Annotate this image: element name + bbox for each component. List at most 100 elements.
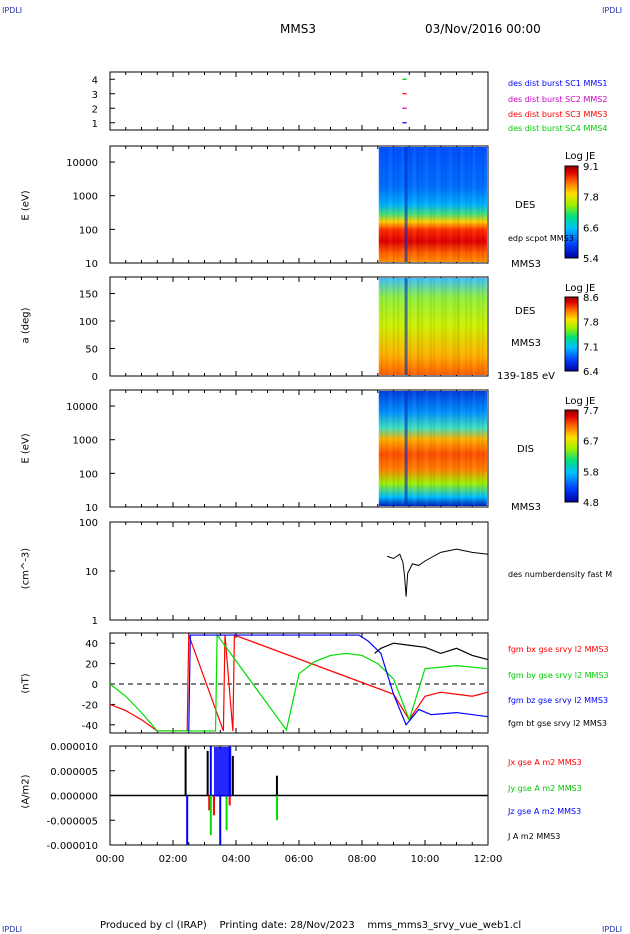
legend-by: fgm by gse srvy l2 MMS3 — [508, 671, 609, 680]
burst-ytick-label: 1 — [92, 119, 98, 130]
corner-label-bottom-left: IPDLI — [2, 925, 23, 934]
x-tick-label: 06:00 — [285, 854, 314, 865]
colorbar-2 — [564, 296, 579, 372]
magnetic-series-1 — [109, 633, 489, 732]
colorbar-title-des-energy: Log JE — [565, 151, 596, 162]
spectrogram-ytick-label: 0 — [92, 372, 98, 383]
spectrogram-3 — [378, 391, 487, 506]
colorbar-tick-label: 7.8 — [583, 318, 599, 329]
spectrogram-ytick-label: 150 — [79, 290, 98, 301]
magnetic-series-3 — [374, 642, 489, 661]
corner-label-bottom-right: IPDLI — [602, 925, 623, 934]
panel-frame-4 — [109, 521, 489, 621]
legend-jx: Jx gse A m2 MMS3 — [508, 758, 582, 767]
x-tick-label: 00:00 — [96, 854, 125, 865]
burst-ytick-label: 3 — [92, 90, 98, 101]
spectrogram-ytick-label: 50 — [85, 345, 98, 356]
legend-jy: Jy gse A m2 MMS3 — [508, 784, 582, 793]
magnetic-series-2 — [188, 634, 489, 731]
magnetic-ytick-label: -40 — [82, 721, 98, 732]
x-tick-label: 10:00 — [411, 854, 440, 865]
current-ytick-label: -0.000005 — [47, 816, 98, 827]
des-pitch-ylabel: a (deg) — [20, 307, 32, 344]
spectrogram-ytick-label: 100 — [79, 469, 98, 480]
x-tick-label: 04:00 — [222, 854, 251, 865]
spectrogram-1 — [378, 147, 487, 262]
spectrogram-ytick-label: 10 — [85, 259, 98, 270]
colorbar-tick-label: 7.8 — [583, 193, 599, 204]
legend-bz: fgm bz gse srvy l2 MMS3 — [508, 696, 609, 705]
colorbar-tick-label: 4.8 — [583, 498, 599, 509]
x-tick-label: 08:00 — [348, 854, 377, 865]
des-energy-ylabel: E (eV) — [20, 190, 32, 221]
density-legend: des numberdensity fast M — [508, 570, 613, 579]
spectrogram-ytick-label: 100 — [79, 317, 98, 328]
des-pitch-side-sub: MMS3 — [511, 338, 541, 349]
density-ytick-label: 1 — [92, 616, 98, 627]
spacecraft-title: MMS3 — [280, 22, 316, 36]
colorbar-tick-label: 6.7 — [583, 437, 599, 448]
legend-burst-mms3: des dist burst SC3 MMS3 — [508, 110, 608, 119]
spectrogram-ytick-label: 1000 — [73, 436, 98, 447]
burst-ytick-label: 2 — [92, 104, 98, 115]
colorbar-title-des-pitch: Log JE — [565, 283, 596, 294]
legend-bt: fgm bt gse srvy l2 MMS3 — [508, 719, 607, 728]
spectrogram-ytick-label: 10000 — [66, 402, 98, 413]
des-pitch-side-label: DES — [515, 306, 536, 317]
colorbar-tick-label: 8.6 — [583, 293, 599, 304]
colorbar-tick-label: 9.1 — [583, 162, 599, 173]
current-ytick-label: 0.000000 — [50, 792, 98, 803]
dis-energy-side-label: DIS — [517, 444, 534, 455]
date-title: 03/Nov/2016 00:00 — [425, 22, 541, 36]
des-energy-side-label: DES — [515, 200, 536, 211]
des-pitch-side-bottom: 139-185 eV — [497, 371, 555, 382]
x-tick-label: 02:00 — [159, 854, 188, 865]
magnetic-ylabel: (nT) — [20, 673, 32, 694]
colorbar-tick-label: 5.8 — [583, 467, 599, 478]
magnetic-series-0 — [109, 634, 489, 732]
spectrogram-ytick-label: 1000 — [73, 192, 98, 203]
magnetic-ytick-label: 0 — [92, 680, 98, 691]
corner-label-top-left: IPDLI — [2, 6, 23, 15]
legend-burst-mms4: des dist burst SC4 MMS4 — [508, 124, 608, 133]
colorbar-title-dis-energy: Log JE — [565, 396, 596, 407]
current-ytick-label: 0.000010 — [50, 742, 98, 753]
legend-jz: Jz gse A m2 MMS3 — [508, 807, 582, 816]
legend-burst-mms1: des dist burst SC1 MMS1 — [508, 79, 608, 88]
colorbar-tick-label: 5.4 — [583, 254, 599, 265]
density-line — [387, 548, 489, 597]
colorbar-3 — [564, 409, 579, 503]
magnetic-ytick-label: -20 — [82, 700, 98, 711]
panel-frame-0 — [109, 71, 489, 131]
colorbar-1 — [564, 165, 579, 259]
spectrogram-ytick-label: 10 — [85, 503, 98, 514]
colorbar-tick-label: 7.7 — [583, 406, 599, 417]
magnetic-ytick-label: 20 — [85, 660, 98, 671]
colorbar-tick-label: 7.1 — [583, 342, 599, 353]
current-ylabel: (A/m2) — [20, 774, 32, 809]
legend-burst-mms2: des dist burst SC2 MMS2 — [508, 95, 608, 104]
density-ytick-label: 100 — [79, 518, 98, 529]
legend-bx: fgm bx gse srvy l2 MMS3 — [508, 645, 609, 654]
des-energy-side-sub: edp scpot MMS3 — [508, 234, 574, 243]
density-ylabel: (cm^-3) — [20, 547, 32, 590]
des-energy-side-bottom: MMS3 — [511, 259, 541, 270]
footer-text: Produced by cl (IRAP) Printing date: 28/… — [100, 920, 522, 931]
current-ytick-label: -0.000010 — [47, 841, 98, 852]
panel-frame-5 — [109, 632, 489, 734]
spectrogram-2 — [378, 278, 487, 375]
colorbar-tick-label: 6.4 — [583, 367, 599, 378]
current-ytick-label: 0.000005 — [50, 767, 98, 778]
current-dense-block — [213, 747, 232, 797]
dis-energy-side-bottom: MMS3 — [511, 502, 541, 513]
legend-jt: J A m2 MMS3 — [508, 832, 561, 841]
corner-label-top-right: IPDLI — [602, 6, 623, 15]
dis-energy-ylabel: E (eV) — [20, 433, 32, 464]
burst-ytick-label: 4 — [92, 75, 98, 86]
colorbar-tick-label: 6.6 — [583, 223, 599, 234]
density-ytick-label: 10 — [85, 567, 98, 578]
spectrogram-ytick-label: 100 — [79, 225, 98, 236]
magnetic-ytick-label: 40 — [85, 639, 98, 650]
spectrogram-ytick-label: 10000 — [66, 158, 98, 169]
